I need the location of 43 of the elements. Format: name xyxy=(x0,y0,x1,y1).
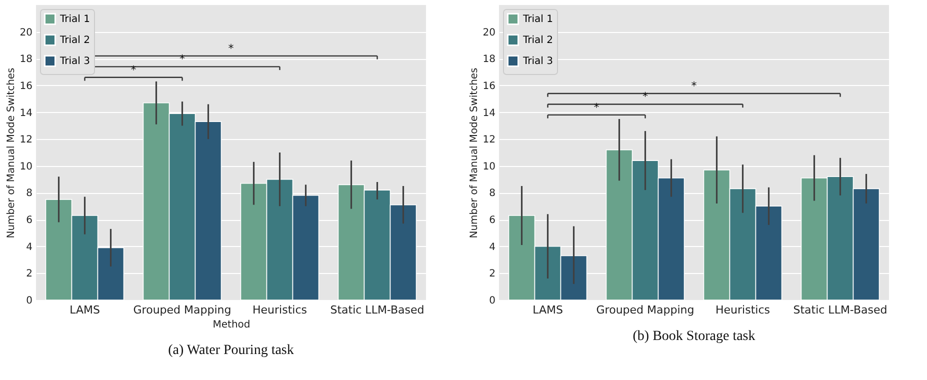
y-axis-title: Number of Manual Mode Switches xyxy=(6,68,17,238)
significance-bracket: * * * xyxy=(594,80,697,114)
y-tick-label: 10 xyxy=(482,161,496,172)
legend-label: Trial 3 xyxy=(522,56,553,67)
x-tick-label: Static LLM-Based xyxy=(793,304,888,316)
x-tick-label: Grouped Mapping xyxy=(133,304,232,316)
y-tick-label: 20 xyxy=(482,27,496,38)
y-axis-title: Number of Manual Mode Switches xyxy=(468,68,480,238)
legend-label: Trial 1 xyxy=(59,14,90,25)
y-tick-label: 16 xyxy=(482,80,496,92)
x-tick-label: Grouped Mapping xyxy=(596,304,694,316)
y-tick-label: 12 xyxy=(20,134,32,146)
y-tick-label: 8 xyxy=(489,188,496,200)
y-tick-label: 6 xyxy=(489,215,496,226)
y-tick-label: 14 xyxy=(20,108,32,119)
x-tick-label: Heuristics xyxy=(252,304,308,316)
legend-label: Trial 2 xyxy=(59,35,90,46)
y-tick-label: 2 xyxy=(489,268,496,280)
y-tick-label: 2 xyxy=(26,268,32,280)
text: (b) Book Storage task xyxy=(632,329,756,344)
x-axis-title: Method xyxy=(212,320,250,330)
y-tick-label: 18 xyxy=(20,54,32,66)
x-tick-label: Static LLM-Based xyxy=(330,304,424,316)
y-tick-label: 8 xyxy=(26,188,32,200)
legend-label: Trial 3 xyxy=(59,56,90,67)
text: (a) Water Pouring task xyxy=(168,343,294,358)
y-tick-label: 16 xyxy=(20,80,32,92)
y-tick-label: 12 xyxy=(482,134,496,146)
x-tick-label: LAMS xyxy=(70,304,100,316)
y-tick-label: 14 xyxy=(482,108,496,119)
y-tick-label: 4 xyxy=(489,242,496,253)
significance-bracket: * * * xyxy=(130,42,234,76)
legend-label: Trial 2 xyxy=(522,35,553,46)
y-tick-label: 4 xyxy=(26,242,32,253)
legend-label: Trial 1 xyxy=(522,14,553,25)
x-tick-label: Heuristics xyxy=(716,304,770,316)
y-tick-label: 6 xyxy=(26,215,32,226)
y-tick-label: 0 xyxy=(26,296,32,306)
y-tick-label: 18 xyxy=(482,54,496,66)
y-tick-label: 0 xyxy=(489,296,496,306)
y-tick-label: 20 xyxy=(20,27,32,38)
x-tick-label: LAMS xyxy=(532,304,563,316)
y-tick-label: 10 xyxy=(20,161,32,172)
